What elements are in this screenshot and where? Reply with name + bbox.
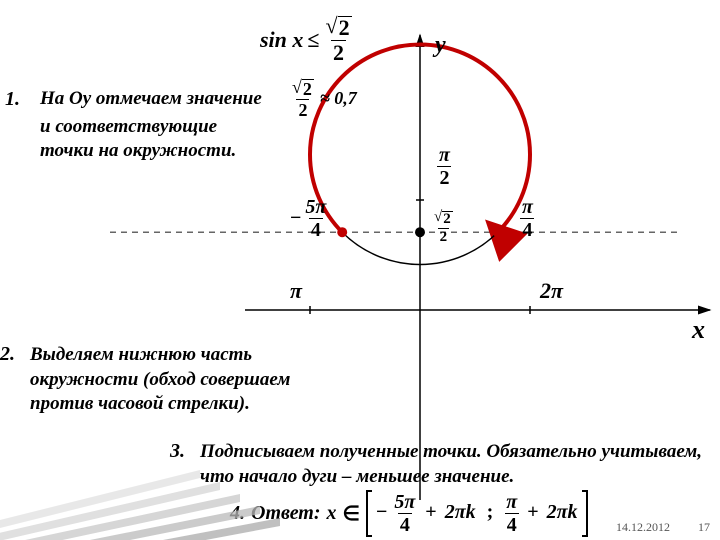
x-axis-label: x xyxy=(692,315,705,345)
step1-text-b: и соответствующие точки на окружности. xyxy=(40,115,270,163)
inequality: sin x ≤ √2 2 xyxy=(260,15,354,64)
step4-label: Ответ: xyxy=(251,502,321,525)
y-axis-label: y xyxy=(435,32,446,59)
inequality-rhs: √2 2 xyxy=(324,15,354,64)
step2-text: Выделяем нижнюю часть окружности (обход … xyxy=(30,343,310,417)
step1-num: 1. xyxy=(5,88,20,111)
step3-num: 3. xyxy=(170,440,185,463)
slide-number: 17 xyxy=(698,520,710,535)
pi-label: π xyxy=(290,278,302,304)
answer-interval: − 5π4 + 2πk ; π4 + 2πk xyxy=(366,490,588,537)
pi-half-label: π 2 xyxy=(437,145,452,188)
circle-y-value: √2 2 xyxy=(432,210,455,245)
step4: 4. Ответ: x ∈ − 5π4 + 2πk ; π4 + 2πk xyxy=(230,490,588,537)
step1-expr: √2 2 ≈ 0,7 xyxy=(290,78,357,119)
step4-num: 4. xyxy=(230,502,245,525)
two-pi-label: 2π xyxy=(540,278,563,304)
step2-num: 2. xyxy=(0,343,15,366)
slide-date: 14.12.2012 xyxy=(616,520,670,535)
inequality-rel: ≤ xyxy=(307,27,319,53)
point-right-label: π 4 xyxy=(520,197,535,240)
step3-text: Подписываем полученные точки. Обязательн… xyxy=(200,440,710,489)
point-left-label: − 5π 4 xyxy=(290,197,328,240)
inequality-lhs: sin x xyxy=(260,27,303,53)
step1-text-a: На Оу отмечаем значение xyxy=(40,88,262,110)
